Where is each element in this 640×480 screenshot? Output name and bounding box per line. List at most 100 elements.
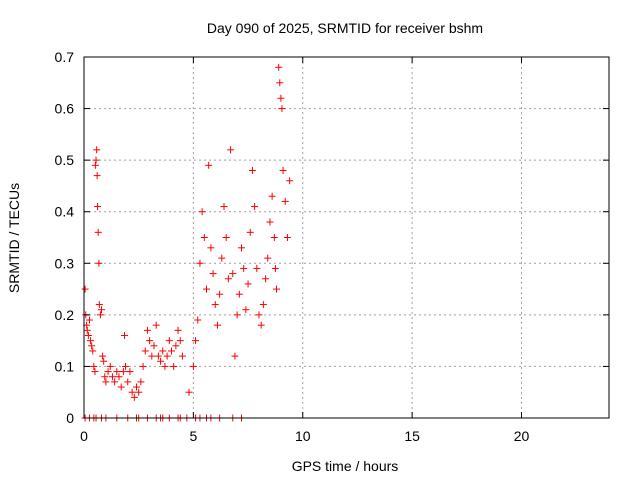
- data-point: [279, 166, 287, 174]
- data-point: [117, 383, 125, 391]
- data-point: [157, 357, 165, 365]
- chart-title: Day 090 of 2025, SRMTID for receiver bsh…: [207, 20, 483, 36]
- data-point: [135, 388, 143, 396]
- data-point: [172, 342, 180, 350]
- data-point: [211, 301, 219, 309]
- data-point: [262, 275, 270, 283]
- y-tick-label: 0.7: [55, 49, 75, 65]
- data-point: [95, 259, 103, 267]
- data-point: [93, 146, 101, 154]
- data-point: [92, 156, 100, 164]
- data-point: [194, 316, 202, 324]
- data-point: [220, 203, 228, 211]
- data-point: [185, 388, 193, 396]
- data-point: [205, 161, 213, 169]
- data-point: [203, 285, 210, 293]
- x-tick-label: 10: [295, 428, 311, 444]
- plot-frame: [83, 56, 610, 419]
- data-point: [198, 208, 206, 216]
- data-point: [207, 244, 215, 252]
- data-point: [87, 337, 95, 345]
- data-point: [281, 197, 289, 205]
- data-point: [94, 203, 102, 211]
- data-point: [163, 352, 171, 360]
- x-tick-label: 15: [404, 428, 420, 444]
- data-point: [101, 373, 109, 381]
- data-point: [227, 146, 235, 154]
- data-point: [242, 306, 250, 314]
- y-tick-label: 0.5: [55, 152, 75, 168]
- x-tick-label: 5: [189, 428, 197, 444]
- data-point: [231, 352, 239, 360]
- data-point: [253, 264, 261, 272]
- data-point: [115, 373, 123, 381]
- data-point: [176, 337, 184, 345]
- data-point: [120, 331, 128, 339]
- data-point: [91, 161, 99, 169]
- data-point: [240, 264, 248, 272]
- data-point: [91, 368, 99, 376]
- data-point: [94, 228, 102, 236]
- data-point: [264, 254, 272, 262]
- data-point: [178, 352, 186, 360]
- data-point: [83, 326, 91, 334]
- data-point: [209, 270, 217, 278]
- data-point: [273, 285, 280, 293]
- y-tick-label: 0.6: [55, 101, 75, 117]
- x-axis-label: GPS time / hours: [292, 458, 399, 474]
- axis-ticks: 0 5 10 15 20 0 0.1 0.2 0.3 0.4 0.5 0.6 0.7: [55, 49, 609, 444]
- data-point: [275, 63, 283, 71]
- data-point: [96, 311, 104, 319]
- data-point: [246, 228, 254, 236]
- data-point: [251, 203, 259, 211]
- data-point: [119, 368, 127, 376]
- x-tick-label: 20: [514, 428, 530, 444]
- data-point: [192, 337, 200, 345]
- data-point: [224, 275, 232, 283]
- data-point: [150, 342, 158, 350]
- y-axis-label: SRMTID / TECUs: [6, 183, 22, 293]
- data-point: [196, 259, 204, 267]
- data-point: [137, 378, 145, 386]
- data-point: [270, 234, 278, 241]
- y-tick-label: 0.1: [55, 358, 75, 374]
- data-point: [141, 347, 149, 355]
- data-point: [98, 306, 105, 314]
- data-point: [90, 362, 98, 370]
- data-point: [111, 378, 119, 386]
- data-point: [113, 368, 121, 376]
- data-point: [143, 326, 151, 334]
- data-point: [168, 347, 175, 355]
- data-point: [259, 301, 267, 309]
- data-point: [218, 254, 226, 262]
- data-point: [106, 362, 114, 370]
- y-tick-label: 0.2: [55, 307, 75, 323]
- data-point: [93, 172, 101, 180]
- data-point: [133, 383, 140, 391]
- data-point: [95, 301, 103, 309]
- data-point: [200, 234, 208, 241]
- data-point: [213, 321, 221, 329]
- data-point: [154, 352, 162, 360]
- data-point: [102, 378, 110, 386]
- data-point: [165, 337, 173, 345]
- data-point: [128, 388, 136, 396]
- data-point: [266, 218, 274, 226]
- data-point: [233, 311, 241, 319]
- grid-lines: [84, 57, 609, 418]
- data-point: [100, 357, 108, 365]
- data-point: [146, 337, 154, 345]
- data-point: [152, 321, 160, 329]
- data-point: [276, 79, 284, 87]
- data-point: [229, 270, 237, 278]
- data-point: [189, 362, 197, 370]
- data-point: [248, 166, 256, 174]
- data-point: [235, 290, 243, 298]
- y-tick-label: 0: [66, 410, 74, 426]
- y-tick-label: 0.4: [55, 204, 75, 220]
- data-point: [85, 316, 93, 324]
- data-point: [216, 290, 224, 298]
- data-point: [174, 326, 182, 334]
- data-point: [222, 234, 230, 241]
